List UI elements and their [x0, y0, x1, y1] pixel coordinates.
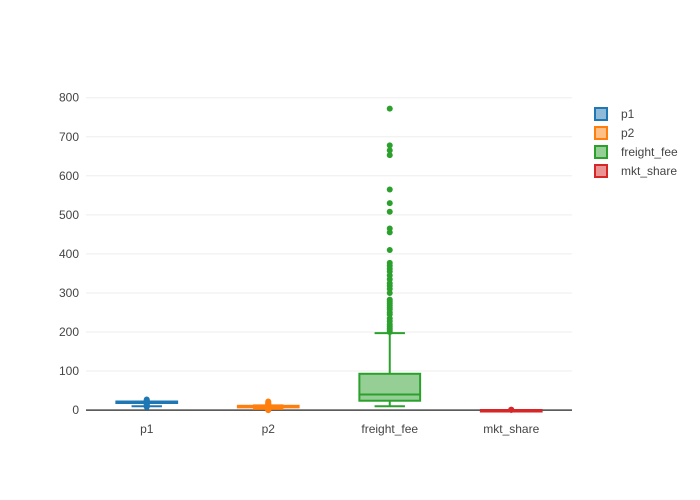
outlier-point — [386, 142, 393, 149]
legend-swatch — [594, 164, 608, 178]
legend-item-p1[interactable]: p1 — [594, 107, 635, 121]
outlier-point — [386, 208, 393, 215]
outlier-point — [265, 406, 272, 413]
outlier-point — [143, 396, 150, 403]
legend-item-mkt_share[interactable]: mkt_share — [594, 164, 677, 178]
outlier-point — [386, 247, 393, 253]
outlier-point — [386, 296, 393, 303]
x-axis-categories: p1 p2 freight_fee mkt_share — [140, 422, 540, 436]
outlier-point — [386, 225, 393, 232]
outlier-point — [386, 152, 393, 159]
x-category-label: p1 — [140, 422, 154, 436]
grid-lines — [86, 97, 572, 372]
box-mkt_share — [479, 406, 543, 413]
legend-item-freight_fee[interactable]: freight_fee — [594, 145, 678, 159]
legend-item-p2[interactable]: p2 — [594, 126, 635, 140]
box-iqr — [358, 372, 422, 402]
y-tick-label: 400 — [59, 247, 79, 261]
box-p1 — [115, 396, 179, 410]
box-series — [115, 105, 543, 414]
box-freight_fee — [358, 105, 422, 408]
y-tick-label: 0 — [72, 403, 79, 417]
outlier-point — [508, 406, 515, 413]
y-tick-label: 800 — [59, 91, 79, 105]
y-axis-ticks: 0 100 200 300 400 500 600 700 800 — [59, 91, 79, 417]
x-category-label: freight_fee — [361, 422, 418, 436]
legend-swatch — [594, 107, 608, 121]
legend-label: freight_fee — [621, 145, 678, 159]
x-category-label: p2 — [262, 422, 276, 436]
y-tick-label: 300 — [59, 286, 79, 300]
y-tick-label: 600 — [59, 169, 79, 183]
x-category-label: mkt_share — [483, 422, 539, 436]
legend-label: mkt_share — [621, 164, 677, 178]
outlier-point — [386, 200, 393, 207]
y-tick-label: 100 — [59, 364, 79, 378]
y-tick-label: 500 — [59, 208, 79, 222]
y-tick-label: 200 — [59, 325, 79, 339]
legend[interactable]: p1 p2 freight_fee mkt_share — [594, 107, 678, 178]
outlier-point — [386, 259, 393, 266]
outlier-point — [386, 186, 393, 193]
legend-label: p2 — [621, 126, 635, 140]
outlier-point — [386, 105, 393, 112]
legend-label: p1 — [621, 107, 635, 121]
y-tick-label: 700 — [59, 130, 79, 144]
legend-swatch — [594, 126, 608, 140]
box-p2 — [236, 398, 300, 414]
outlier-point — [386, 147, 393, 154]
legend-swatch — [594, 145, 608, 159]
outlier-point — [265, 398, 272, 405]
